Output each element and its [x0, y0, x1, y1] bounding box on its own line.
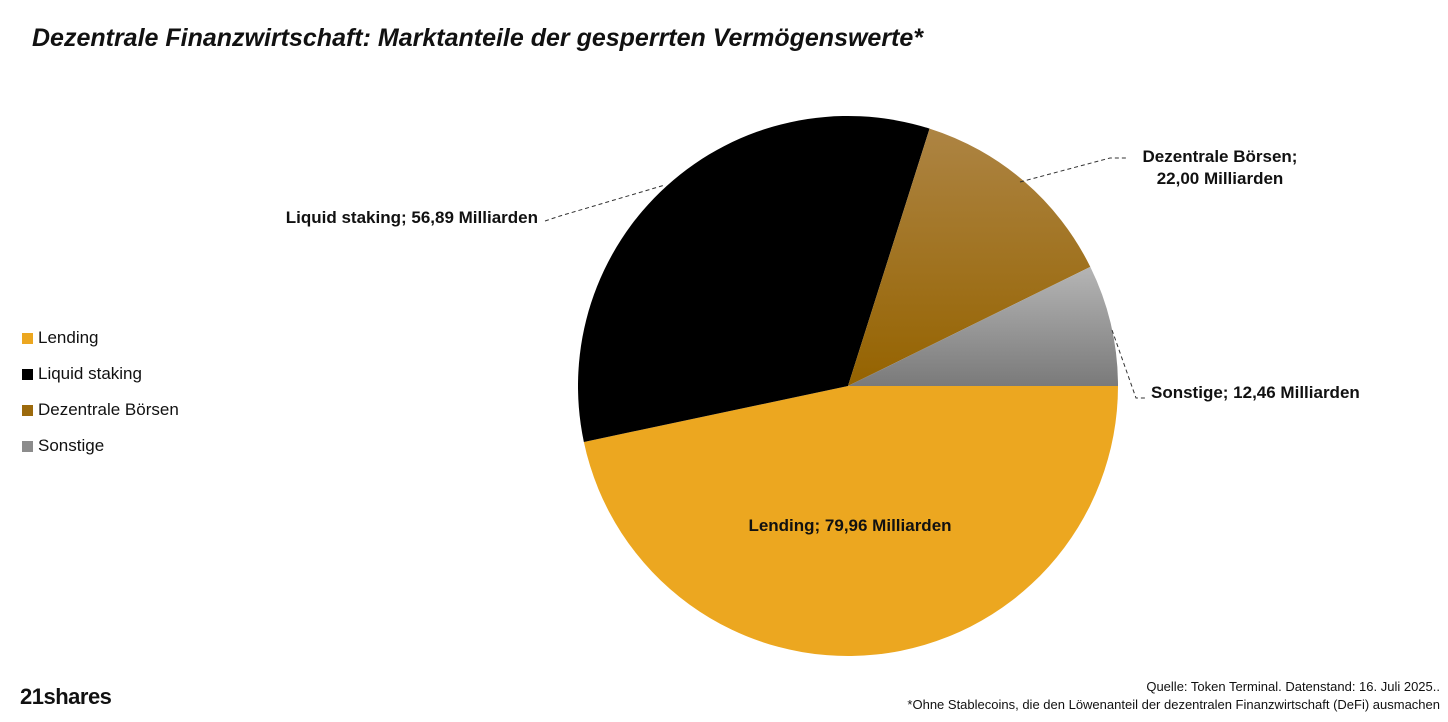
- pie-slice-dezentrale-boersen: [848, 128, 1091, 386]
- brand-logo: 21shares: [20, 684, 112, 709]
- source-note: Quelle: Token Terminal. Datenstand: 16. …: [1146, 679, 1440, 694]
- leader-line-liquid-staking: [544, 184, 666, 222]
- data-label-sonstige: Sonstige; 12,46 Milliarden: [1151, 383, 1360, 402]
- data-label-dezentrale-boersen-line1: Dezentrale Börsen;: [1143, 147, 1298, 166]
- legend: Lending Liquid staking Dezentrale Börsen…: [22, 320, 179, 464]
- leader-line-dezentrale-boersen: [1019, 157, 1128, 183]
- legend-swatch-dezentrale-boersen: [22, 404, 33, 416]
- data-label-liquid-staking: Liquid staking; 56,89 Milliarden: [286, 208, 538, 227]
- pie-slice-lending: [583, 386, 1118, 657]
- legend-item-liquid-staking: Liquid staking: [22, 356, 179, 392]
- legend-item-lending: Lending: [22, 320, 179, 356]
- legend-label-liquid-staking: Liquid staking: [38, 364, 142, 383]
- pie-slice-sonstige: [848, 266, 1118, 386]
- footer: Quelle: Token Terminal. Datenstand: 16. …: [907, 678, 1440, 714]
- pie-slice-liquid-staking: [578, 115, 930, 442]
- legend-item-dezentrale-boersen: Dezentrale Börsen: [22, 392, 179, 428]
- legend-swatch-lending: [22, 332, 33, 344]
- chart-title: Dezentrale Finanzwirtschaft: Marktanteil…: [32, 24, 924, 52]
- footnote: *Ohne Stablecoins, die den Löwenanteil d…: [907, 697, 1440, 712]
- legend-swatch-liquid-staking: [22, 368, 33, 380]
- legend-label-sonstige: Sonstige: [38, 436, 105, 455]
- legend-item-sonstige: Sonstige: [22, 428, 179, 464]
- leader-line-sonstige: [1111, 329, 1146, 399]
- legend-label-dezentrale-boersen: Dezentrale Börsen: [38, 400, 179, 419]
- legend-label-lending: Lending: [38, 328, 99, 347]
- data-label-lending: Lending; 79,96 Milliarden: [748, 516, 951, 535]
- leader-lines: [544, 157, 1146, 399]
- legend-swatch-sonstige: [22, 440, 33, 452]
- data-label-dezentrale-boersen-line2: 22,00 Milliarden: [1157, 169, 1284, 188]
- pie-slices: [578, 115, 1118, 657]
